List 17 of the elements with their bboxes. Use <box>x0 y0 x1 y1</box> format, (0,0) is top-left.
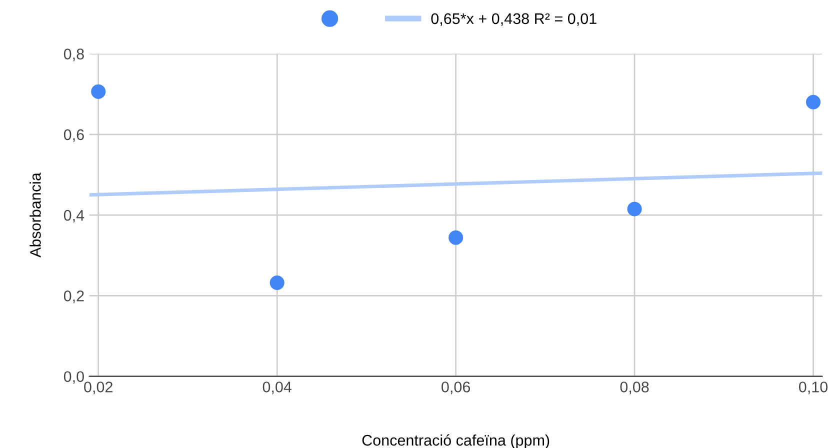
x-tick-label: 0,02 <box>84 382 112 394</box>
y-tick-label: 0,6 <box>64 129 84 142</box>
point <box>627 202 642 216</box>
x-tick-label: 0,08 <box>620 382 649 394</box>
y-tick-label: 0,0 <box>64 371 84 384</box>
legend-label: 0,65*x + 0,438 R² = 0,01 <box>431 13 596 26</box>
y-axis-title: Absorbancia <box>30 172 41 258</box>
x-tick-label: 0,06 <box>442 382 470 394</box>
point <box>270 275 284 290</box>
x-tick-label: 0,04 <box>262 382 292 394</box>
point <box>91 84 106 99</box>
y-tick-label: 0,2 <box>64 290 84 304</box>
point <box>806 94 821 110</box>
point <box>448 230 464 245</box>
x-tick-label: 0,10 <box>799 382 828 394</box>
y-tick-label: 0,8 <box>64 48 84 62</box>
y-tick-label: 0,4 <box>64 210 84 223</box>
